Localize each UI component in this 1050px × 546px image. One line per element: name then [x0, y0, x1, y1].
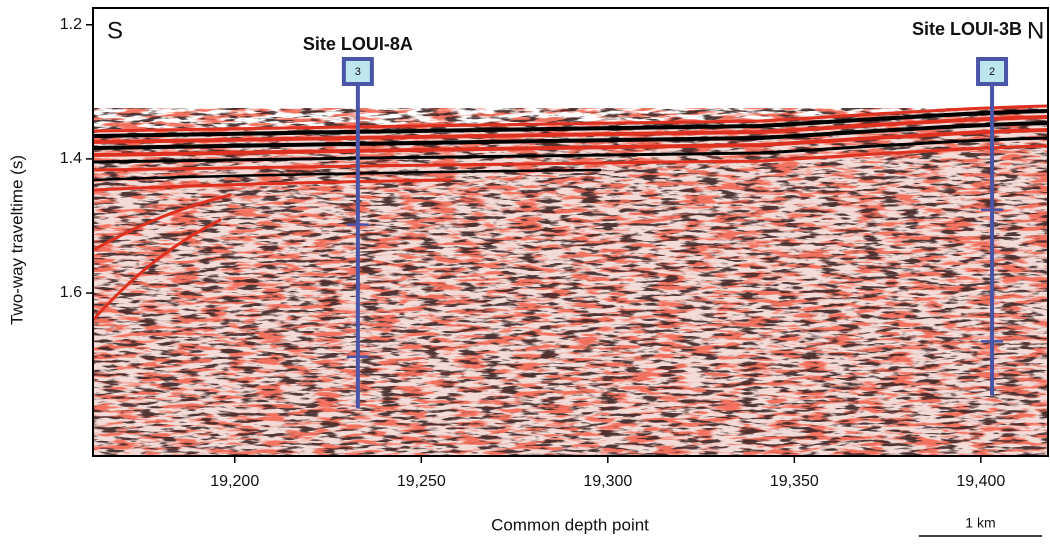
site-badge: [976, 57, 1009, 86]
y-axis-title: Two-way traveltime (s): [7, 155, 26, 325]
scale-bar-label: 1 km: [965, 515, 995, 531]
x-tick-label: 19,250: [397, 473, 446, 490]
y-tick-label: 1.2: [60, 16, 82, 33]
x-axis-title: Common depth point: [491, 515, 649, 534]
y-tick-label: 1.6: [60, 284, 82, 301]
plot-frame: [92, 7, 1049, 457]
direction-label: N: [1027, 17, 1044, 44]
site-label: Site LOUI-3B: [912, 19, 1022, 39]
black-reflections: [93, 108, 1048, 456]
site-badge: [341, 57, 374, 86]
x-tick-label: 19,200: [210, 473, 259, 490]
site-badge-label: 2: [989, 66, 995, 78]
seafloor-reflectors: [93, 104, 1048, 322]
direction-label: S: [107, 17, 123, 44]
y-tick-label: 1.4: [60, 150, 82, 167]
site-badge-label: 3: [355, 66, 361, 78]
x-tick-label: 19,300: [583, 473, 632, 490]
x-tick-label: 19,350: [770, 473, 819, 490]
x-tick-label: 19,400: [956, 473, 1005, 490]
site-label: Site LOUI-8A: [303, 34, 413, 54]
seismic-image: [93, 8, 1048, 456]
